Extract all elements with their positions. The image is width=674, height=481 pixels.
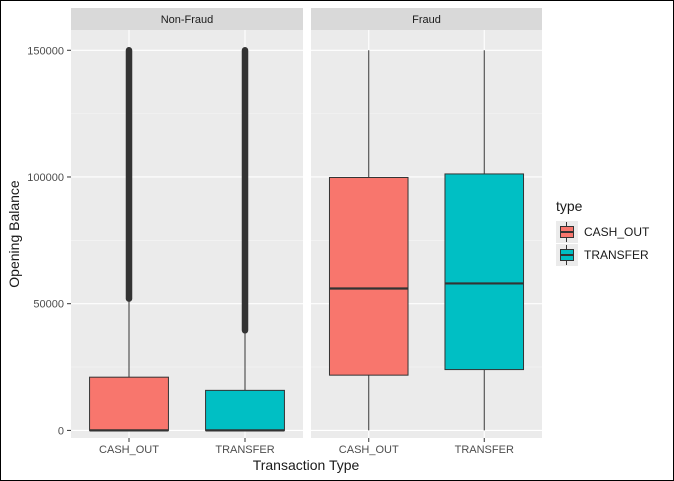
y-axis-title: Opening Balance bbox=[6, 180, 22, 288]
facet-strip bbox=[71, 8, 303, 30]
facet-strip-label: Non-Fraud bbox=[161, 14, 214, 26]
legend-item-transfer: TRANSFER bbox=[556, 243, 649, 266]
box bbox=[89, 376, 169, 431]
legend-label-cash-out: CASH_OUT bbox=[584, 224, 650, 239]
x-tick-label: TRANSFER bbox=[455, 444, 514, 456]
y-tick-label: 150000 bbox=[27, 45, 64, 57]
legend-label-transfer: TRANSFER bbox=[584, 247, 649, 262]
legend-key-transfer bbox=[556, 243, 578, 266]
panel-background bbox=[71, 30, 303, 438]
legend: type CASH_OUT TRANSFER bbox=[556, 198, 649, 266]
x-tick-label: TRANSFER bbox=[215, 444, 274, 456]
legend-key-cash-out bbox=[556, 220, 578, 243]
y-tick-label: 50000 bbox=[33, 299, 64, 311]
x-axis-title: Transaction Type bbox=[253, 457, 360, 473]
box bbox=[205, 389, 285, 431]
x-tick-label: CASH_OUT bbox=[99, 444, 159, 456]
facet-strip bbox=[311, 8, 542, 30]
box bbox=[444, 173, 525, 371]
facet-strip-label: Fraud bbox=[412, 14, 441, 26]
y-tick-label: 0 bbox=[58, 425, 64, 437]
box bbox=[328, 176, 409, 376]
legend-title: type bbox=[556, 198, 583, 214]
y-tick-label: 100000 bbox=[27, 172, 64, 184]
x-tick-label: CASH_OUT bbox=[339, 444, 399, 456]
legend-item-cash-out: CASH_OUT bbox=[556, 220, 649, 243]
